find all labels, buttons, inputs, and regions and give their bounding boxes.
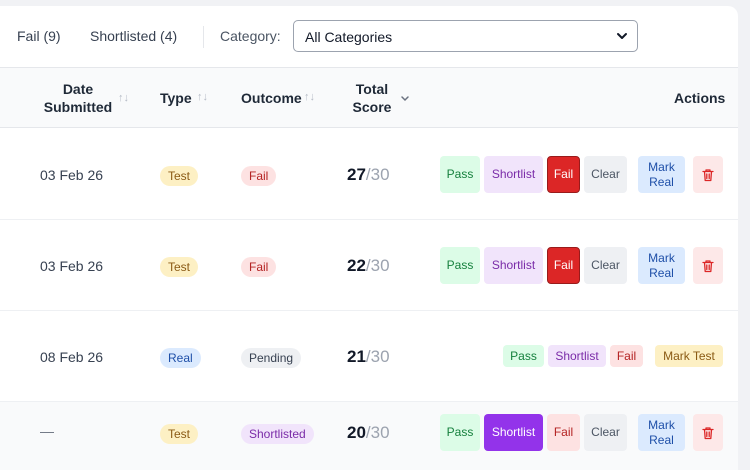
shortlist-button[interactable]: Shortlist [484,247,543,284]
category-label: Category: [220,28,281,44]
clear-button[interactable]: Clear [584,414,627,451]
chevron-down-icon [617,33,627,39]
fail-button[interactable]: Fail [547,156,580,193]
trash-icon [702,168,714,181]
type-badge: Test [160,424,199,444]
trash-icon [702,426,714,439]
date-cell: 08 Feb 26 [40,349,104,365]
filter-tab-fail[interactable]: Fail (9) [17,28,61,44]
outcome-badge: Fail [241,257,277,277]
shortlist-button[interactable]: Shortlist [548,345,606,367]
mark-real-button[interactable]: Mark Real [638,247,685,284]
clear-button[interactable]: Clear [584,247,627,284]
category-select-value: All Categories [305,29,393,45]
score-cell: 21/30 [347,347,390,366]
fail-button[interactable]: Fail [547,414,580,451]
table-row: 03 Feb 26 Test Fail 22/30 Pass Shortlist… [0,220,738,311]
trash-icon [702,259,714,272]
table-row: — Test Shortlisted 20/30 Pass Shortlist … [0,402,738,470]
submissions-card: Fail (9) Shortlisted (4) Category: All C… [0,6,738,470]
sort-arrows-icon[interactable]: ↑↓ [304,91,315,103]
date-cell: 03 Feb 26 [40,167,104,183]
mark-real-button[interactable]: Mark Real [638,414,685,451]
score-cell: 27/30 [347,165,390,184]
column-header-outcome[interactable]: Outcome [241,90,302,106]
clear-button[interactable]: Clear [584,156,627,193]
filter-divider [203,26,204,48]
filter-tab-shortlisted[interactable]: Shortlisted (4) [90,28,178,44]
type-badge: Real [160,348,201,368]
shortlist-button[interactable]: Shortlist [484,156,543,193]
column-header-type[interactable]: Type [160,90,192,106]
fail-button[interactable]: Fail [610,345,643,367]
outcome-badge: Fail [241,166,277,186]
table-row: 08 Feb 26 Real Pending 21/30 Pass Shortl… [0,311,738,402]
sort-arrows-icon[interactable]: ↑↓ [197,91,208,103]
column-header-actions: Actions [674,90,726,106]
filter-bar: Fail (9) Shortlisted (4) Category: All C… [0,6,738,67]
category-select[interactable]: All Categories [293,20,638,52]
mark-real-button[interactable]: Mark Real [638,156,685,193]
sort-arrows-icon[interactable]: ↑↓ [118,92,129,104]
fail-button[interactable]: Fail [547,247,580,284]
table-row: 03 Feb 26 Test Fail 27/30 Pass Shortlist… [0,129,738,220]
delete-button[interactable] [693,156,723,193]
chevron-down-icon[interactable] [400,95,410,103]
score-cell: 22/30 [347,256,390,275]
column-header-date[interactable]: Date Submitted [43,81,113,115]
pass-button[interactable]: Pass [440,247,480,284]
date-cell: 03 Feb 26 [40,258,104,274]
pass-button[interactable]: Pass [503,345,544,367]
delete-button[interactable] [693,414,723,451]
delete-button[interactable] [693,247,723,284]
column-header-score[interactable]: Total Score [352,81,392,115]
shortlist-button[interactable]: Shortlist [484,414,543,451]
mark-test-button[interactable]: Mark Test [655,345,723,367]
type-badge: Test [160,166,199,186]
outcome-badge: Pending [241,348,302,368]
score-cell: 20/30 [347,423,390,442]
table-header: Date Submitted ↑↓ Type ↑↓ Outcome ↑↓ Tot… [0,67,738,128]
type-badge: Test [160,257,199,277]
pass-button[interactable]: Pass [440,414,480,451]
date-cell: — [40,423,54,439]
outcome-badge: Shortlisted [241,424,314,444]
pass-button[interactable]: Pass [440,156,480,193]
